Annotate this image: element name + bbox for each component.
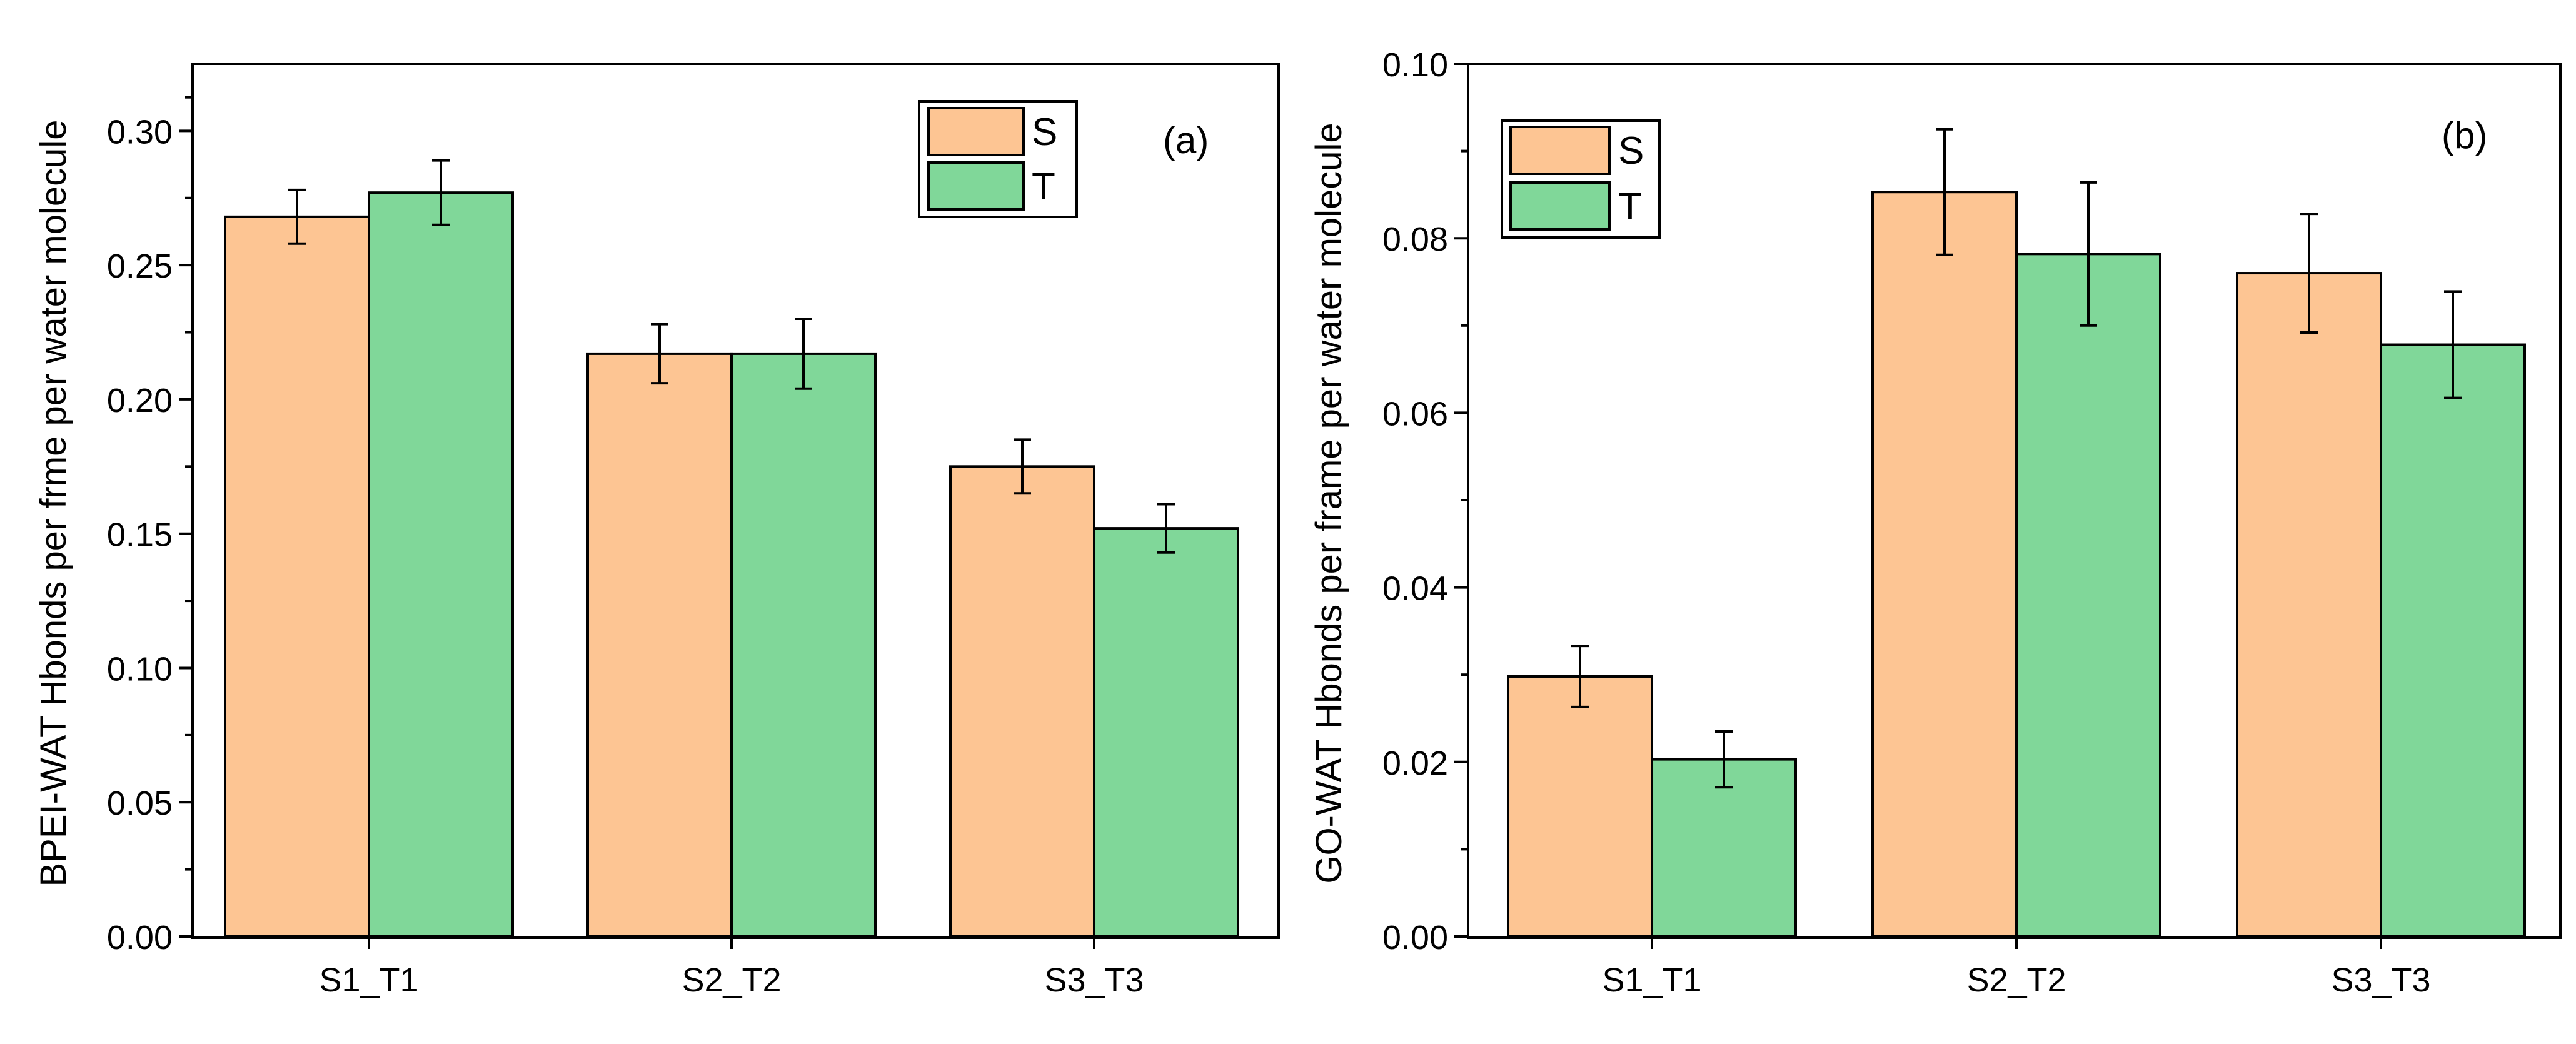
panel-b-error-bar-s-s1_t1	[1571, 645, 1589, 708]
panel-b-legend-swatch-s	[1509, 126, 1611, 175]
panel-a-chart: BPEI-WAT Hbonds per frme per water molec…	[33, 63, 1280, 999]
panel-a-bar-t-s2_t2	[730, 352, 877, 938]
panel-b-bar-t-s1_t1	[1651, 758, 1797, 938]
panel-a-y-tick-label: 0.10	[107, 650, 173, 688]
panel-b-x-tick-label: S1_T1	[1602, 961, 1701, 999]
panel-a-bar-t-s1_t1	[368, 191, 514, 938]
panel-b-label: (b)	[2442, 114, 2487, 156]
panel-a-y-tick-label: 0.15	[107, 516, 173, 554]
panel-b-legend-label-t: T	[1618, 185, 1642, 228]
panel-a-y-axis-title: BPEI-WAT Hbonds per frme per water molec…	[33, 119, 74, 886]
panel-b-x-tick-label: S3_T3	[2331, 961, 2430, 999]
panel-a-error-bar-t-s1_t1	[432, 159, 450, 226]
panel-b-y-tick-label: 0.04	[1382, 570, 1448, 608]
panel-b-y-tick-label: 0.08	[1382, 221, 1448, 258]
panel-b-bar-t-s3_t3	[2380, 343, 2526, 938]
panel-b-error-bar-s-s2_t2	[1936, 128, 1953, 256]
panel-b-y-axis-title: GO-WAT Hbonds per frame per water molecu…	[1309, 123, 1349, 883]
panel-b-error-bar-t-s2_t2	[2080, 181, 2097, 327]
panel-b-error-bar-t-s3_t3	[2444, 290, 2462, 399]
panel-a-x-tick-label: S1_T1	[319, 961, 418, 999]
panel-a-y-tick-label: 0.05	[107, 785, 173, 822]
panel-a-bar-s-s1_t1	[224, 215, 370, 938]
panel-a-bar-s-s3_t3	[949, 465, 1095, 938]
panel-b-legend: S T	[1501, 119, 1661, 239]
panel-b-y-tick-label: 0.06	[1382, 395, 1448, 433]
panel-b-bars	[1507, 128, 2526, 938]
panel-a-legend-label-t: T	[1032, 165, 1055, 208]
panel-a-error-bar-s-s3_t3	[1014, 438, 1031, 495]
panel-a-bars	[224, 159, 1239, 938]
panel-b-legend-label-s: S	[1618, 129, 1644, 173]
panel-b-bar-s-s2_t2	[1871, 191, 2018, 938]
panel-a-x-ticks: S1_T1 S2_T2 S3_T3	[319, 936, 1144, 999]
panel-b-x-ticks: S1_T1 S2_T2 S3_T3	[1602, 936, 2431, 999]
panel-a-y-tick-label: 0.30	[107, 113, 173, 151]
panel-a-legend: S T	[918, 100, 1078, 218]
panel-a-y-tick-label: 0.25	[107, 248, 173, 285]
panel-a-error-bar-s-s2_t2	[651, 323, 668, 385]
panel-b-y-tick-label: 0.02	[1382, 745, 1448, 782]
panel-a-error-bar-t-s2_t2	[795, 318, 812, 390]
panel-a-x-tick-label: S2_T2	[682, 961, 781, 999]
panel-b-y-tick-label: 0.10	[1382, 46, 1448, 84]
panel-b-y-ticks: 0.00 0.02 0.04 0.06 0.08 0.10	[1382, 46, 1468, 956]
panel-b-chart: GO-WAT Hbonds per frame per water molecu…	[1309, 46, 2562, 999]
panel-a-label: (a)	[1163, 119, 1209, 161]
panel-a-plot-frame	[191, 63, 1280, 939]
panel-b-plot-frame	[1467, 63, 2562, 939]
panel-b-error-bar-t-s1_t1	[1715, 730, 1733, 789]
panel-b-legend-swatch-t	[1509, 181, 1611, 231]
panel-a-x-tick-label: S3_T3	[1044, 961, 1144, 999]
panel-b-bar-t-s2_t2	[2015, 253, 2161, 938]
panel-a-legend-label-s: S	[1032, 111, 1057, 154]
panel-b-bar-s-s1_t1	[1507, 675, 1653, 938]
panel-a-y-tick-label: 0.20	[107, 382, 173, 419]
panel-b-error-bar-s-s3_t3	[2300, 213, 2318, 334]
panel-b-y-tick-label: 0.00	[1382, 919, 1448, 956]
panel-a-bar-s-s2_t2	[586, 352, 733, 938]
panel-a-error-bar-s-s1_t1	[288, 188, 306, 245]
panel-a-legend-swatch-s	[927, 107, 1025, 156]
panel-a-y-ticks: 0.00 0.05 0.10 0.15 0.20 0.25 0.30	[107, 96, 193, 956]
panel-a-y-tick-label: 0.00	[107, 919, 173, 956]
panel-a-error-bar-t-s3_t3	[1157, 503, 1175, 554]
panel-a-bar-t-s3_t3	[1093, 527, 1239, 938]
panel-a-legend-swatch-t	[927, 161, 1025, 211]
panel-b-x-tick-label: S2_T2	[1966, 961, 2066, 999]
panel-b-bar-s-s3_t3	[2236, 272, 2382, 938]
